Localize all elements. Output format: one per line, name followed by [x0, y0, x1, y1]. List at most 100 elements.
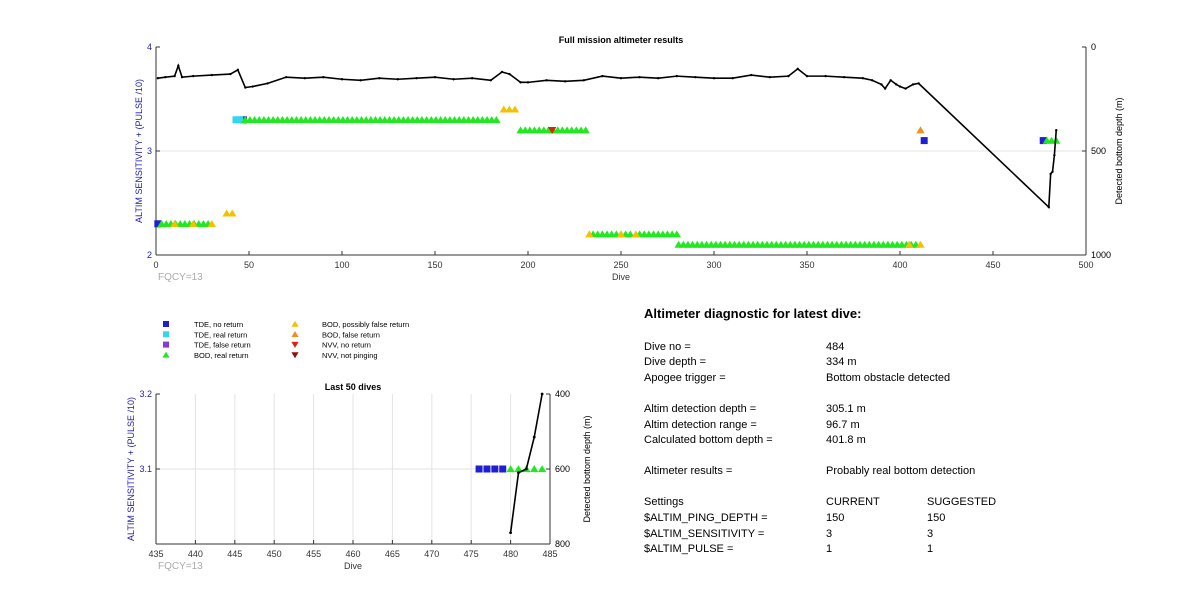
dive-depth-value: 334 m — [826, 356, 857, 368]
full-mission-y2-tick-label: 1000 — [1091, 250, 1111, 260]
legend-nvv-not-pinging-marker — [291, 352, 299, 359]
full-mission-bottom-depth-point — [164, 75, 167, 79]
full-mission-y-axis-label: ALTIM SENSITIVITY + (PULSE /10) — [134, 79, 144, 223]
full-mission-bottom-depth-line — [157, 63, 1058, 209]
pulse-label: $ALTIM_PULSE = — [644, 543, 734, 555]
last-50-fqcy-annotation: FQCY=13 — [158, 561, 203, 572]
full-mission-bod-possibly-false-return-marker — [616, 230, 626, 238]
full-mission-bottom-depth-point — [236, 68, 240, 72]
full-mission-y2-tick-label: 500 — [1091, 146, 1106, 156]
full-mission-bottom-depth-point — [883, 87, 887, 90]
full-mission-y2-tick-label: 0 — [1091, 42, 1096, 52]
last-50-y2-axis-label: Detected bottom depth (m) — [582, 415, 592, 522]
full-mission-bottom-depth-point — [415, 77, 418, 80]
full-mission-bottom-depth-point — [500, 70, 504, 74]
apogee-value: Bottom obstacle detected — [826, 372, 951, 384]
legend-tde-no-return-label: TDE, no return — [194, 320, 243, 329]
calc-bottom-value: 401.8 m — [826, 434, 866, 446]
full-mission-bod-possibly-false-return-marker — [189, 219, 198, 227]
full-mission-bottom-depth-point — [601, 74, 604, 78]
full-mission-bottom-depth-point — [508, 72, 511, 76]
last-50-tde-no-return-marker — [491, 465, 499, 473]
full-mission-x-tick-label: 250 — [613, 260, 628, 270]
last-50-bod-real-return-marker — [514, 465, 523, 473]
full-mission-bottom-depth-point — [805, 74, 809, 78]
full-mission-bod-false-return-marker — [916, 126, 925, 134]
full-mission-bottom-depth-point — [675, 74, 678, 78]
full-mission-bottom-depth-point — [1055, 129, 1058, 132]
full-mission-nvv-no-return-marker — [547, 127, 557, 135]
last-50-bottom-depth-point — [540, 392, 544, 396]
full-mission-bottom-depth-point — [582, 79, 585, 82]
full-mission-tde-no-return-marker — [920, 137, 928, 145]
full-mission-bottom-depth-point — [489, 79, 492, 82]
full-mission-bottom-depth-point — [192, 74, 195, 78]
full-mission-bottom-depth-point — [861, 77, 864, 80]
full-mission-bottom-depth-point — [898, 85, 902, 88]
full-mission-bottom-depth-point — [1053, 153, 1056, 157]
suggested-header: SUGGESTED — [927, 496, 997, 508]
full-mission-x-tick-label: 500 — [1078, 260, 1093, 270]
full-mission-bottom-depth-point — [911, 83, 915, 86]
full-mission-y2-axis-label: Detected bottom depth (m) — [1114, 97, 1124, 204]
full-mission-x-tick-label: 200 — [520, 260, 535, 270]
last-50-x-tick-label: 465 — [385, 549, 400, 559]
last-50-x-tick-label: 485 — [542, 549, 557, 559]
full-mission-bottom-depth-point — [285, 75, 288, 79]
legend-bod-real-return-marker — [162, 351, 170, 358]
last-50-chart-title: Last 50 dives — [325, 382, 382, 392]
altim-range-label: Altim detection range = — [644, 419, 757, 431]
legend-nvv-not-pinging-label: NVV, not pinging — [322, 351, 378, 360]
legend-nvv-no-return-label: NVV, no return — [322, 341, 371, 350]
full-mission-bottom-depth-point — [870, 79, 874, 82]
full-mission-bottom-depth-point — [619, 77, 623, 80]
full-mission-x-tick-label: 0 — [153, 260, 158, 270]
full-mission-bottom-depth-point — [895, 83, 898, 86]
full-mission-bottom-depth-point — [251, 85, 254, 88]
last-50-bottom-depth-point — [509, 531, 512, 535]
full-mission-bottom-depth-point — [177, 64, 180, 67]
full-mission-bottom-depth-point — [564, 80, 567, 83]
full-mission-bottom-depth-point — [917, 82, 920, 85]
full-mission-tde-real-return-marker — [232, 116, 240, 124]
dive-no-value: 484 — [826, 341, 845, 353]
last-50-tde-no-return-marker — [499, 465, 507, 473]
diagnostic-title: Altimeter diagnostic for latest dive: — [644, 306, 862, 321]
last-50-x-tick-label: 440 — [188, 549, 203, 559]
full-mission-bottom-depth-point — [396, 78, 399, 81]
dive-no-label: Dive no = — [644, 341, 691, 353]
last-50-y-axis-label: ALTIM SENSITIVITY + (PULSE /10) — [126, 397, 136, 541]
altim-depth-label: Altim detection depth = — [644, 403, 757, 415]
last-50-bod-real-return-marker — [506, 465, 515, 473]
full-mission-bod-possibly-false-return-marker — [585, 230, 594, 238]
full-mission-x-tick-label: 450 — [985, 260, 1000, 270]
sensitivity-suggested: 3 — [927, 528, 934, 540]
full-mission-bottom-depth-point — [1049, 172, 1052, 176]
full-mission-bottom-depth-point — [824, 74, 827, 78]
full-mission-bottom-depth-point — [180, 75, 184, 79]
full-mission-bod-possibly-false-return-marker — [222, 209, 231, 217]
results-label: Altimeter results = — [644, 465, 733, 477]
altim-range-value: 96.7 m — [826, 419, 860, 431]
apogee-label: Apogee trigger = — [644, 372, 726, 384]
full-mission-bod-real-return-marker — [672, 230, 681, 238]
full-mission-bottom-depth-point — [843, 75, 846, 79]
full-mission-bottom-depth-point — [303, 77, 306, 80]
full-mission-bod-possibly-false-return-marker — [499, 105, 509, 113]
last-50-bod-real-return-marker — [537, 465, 547, 473]
full-mission-bottom-depth-point — [1051, 170, 1054, 173]
legend-bod-real-return-label: BOD, real return — [194, 351, 249, 360]
full-mission-bottom-depth-point — [545, 79, 548, 82]
full-mission-tde-no-return-marker — [154, 220, 162, 228]
full-mission-bottom-depth-point — [712, 77, 716, 80]
full-mission-bottom-depth-point — [433, 75, 437, 79]
full-mission-x-tick-label: 150 — [427, 260, 442, 270]
full-mission-bottom-depth-point — [519, 81, 522, 84]
full-mission-bottom-depth-point — [340, 78, 344, 81]
last-50-y2-tick-label: 600 — [555, 464, 570, 474]
calc-bottom-label: Calculated bottom depth = — [644, 434, 773, 446]
full-mission-x-tick-label: 400 — [892, 260, 907, 270]
full-mission-bottom-depth-point — [787, 74, 790, 78]
full-mission-bottom-depth-point — [229, 72, 232, 76]
full-mission-x-axis-label: Dive — [612, 272, 630, 282]
